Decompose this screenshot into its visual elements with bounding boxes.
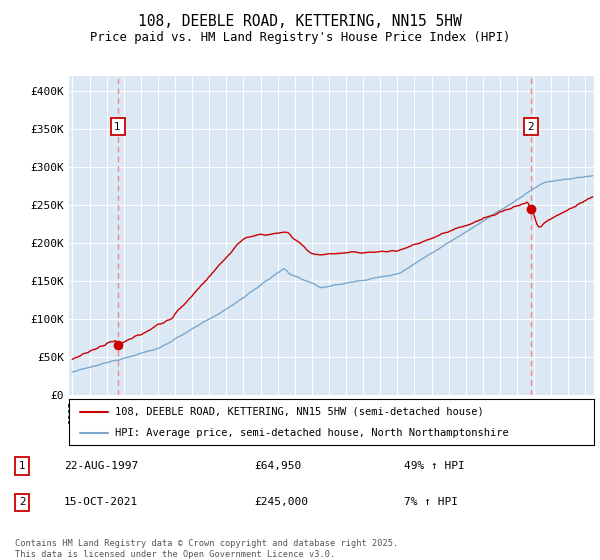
Text: 108, DEEBLE ROAD, KETTERING, NN15 5HW (semi-detached house): 108, DEEBLE ROAD, KETTERING, NN15 5HW (s…: [115, 407, 484, 417]
Text: 2: 2: [527, 122, 534, 132]
Text: This data is licensed under the Open Government Licence v3.0.: This data is licensed under the Open Gov…: [15, 550, 335, 559]
Text: 22-AUG-1997: 22-AUG-1997: [64, 461, 138, 471]
Text: 1: 1: [114, 122, 121, 132]
Text: £64,950: £64,950: [254, 461, 301, 471]
Text: HPI: Average price, semi-detached house, North Northamptonshire: HPI: Average price, semi-detached house,…: [115, 428, 509, 438]
Text: 15-OCT-2021: 15-OCT-2021: [64, 497, 138, 507]
Text: Price paid vs. HM Land Registry's House Price Index (HPI): Price paid vs. HM Land Registry's House …: [90, 31, 510, 44]
Text: 108, DEEBLE ROAD, KETTERING, NN15 5HW: 108, DEEBLE ROAD, KETTERING, NN15 5HW: [138, 14, 462, 29]
Text: 2: 2: [19, 497, 26, 507]
Text: £245,000: £245,000: [254, 497, 308, 507]
Text: 49% ↑ HPI: 49% ↑ HPI: [404, 461, 464, 471]
Text: 1: 1: [19, 461, 26, 471]
Text: 7% ↑ HPI: 7% ↑ HPI: [404, 497, 458, 507]
Text: Contains HM Land Registry data © Crown copyright and database right 2025.: Contains HM Land Registry data © Crown c…: [15, 539, 398, 548]
